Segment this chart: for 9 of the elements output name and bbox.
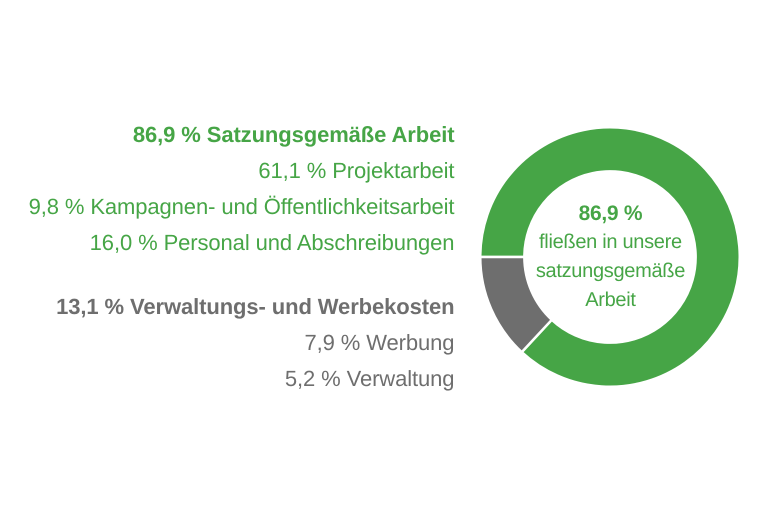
text: 9,8 % Kampagnen- und Öffentlichkeitsarbeit xyxy=(28,194,454,219)
text: 61,1 % Projektarbeit xyxy=(258,158,454,183)
text: 7,9 % Werbung xyxy=(304,330,454,355)
text: 16,0 % Personal und Abschreibungen xyxy=(90,230,454,255)
text: fließen in unsere satzungsgemäße Arbeit xyxy=(534,230,686,313)
slice-label: 13,1 % Verwaltungs- und Werbekosten xyxy=(55,293,454,321)
text: 86,9 % xyxy=(578,201,642,227)
slice-label: 86,9 % Satzungsgemäße Arbeit xyxy=(132,121,454,149)
text: 5,2 % Verwaltung xyxy=(284,366,454,391)
